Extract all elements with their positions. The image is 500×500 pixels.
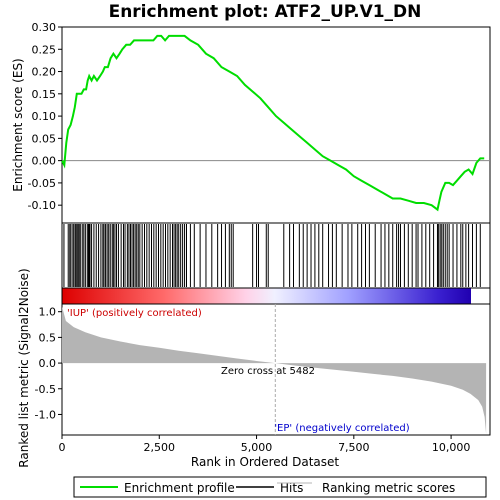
rank-ytick-label: -0.5 xyxy=(35,383,56,396)
legend-label-hits: Hits xyxy=(280,481,303,495)
es-panel-frame xyxy=(61,26,491,224)
rank-ylabel: Ranked list metric (Signal2Noise) xyxy=(17,268,31,467)
rank-color-bar xyxy=(61,287,491,305)
es-ytick-label: 0.05 xyxy=(32,132,57,145)
es-ytick-label: 0.15 xyxy=(32,88,57,101)
es-ytick-label: 0.00 xyxy=(32,155,57,168)
rank-xtick-label: 10,000 xyxy=(432,441,471,454)
rank-panel-frame xyxy=(61,303,491,436)
rank-ytick-label: 1.0 xyxy=(39,306,57,319)
es-ytick-label: 0.25 xyxy=(32,43,57,56)
rank-xlabel: Rank in Ordered Dataset xyxy=(191,455,339,469)
rank-panel: 1.0 0.5 0.0 -0.5 -1.0 0 2,500 5,000 7,500 10,000… xyxy=(17,268,491,469)
es-ylabel: Enrichment score (ES) xyxy=(11,58,25,191)
rank-ytick-label: 0.0 xyxy=(39,357,57,370)
rank-y-ticks: 1.0 0.5 0.0 -0.5 -1.0 xyxy=(35,306,62,421)
rank-x-ticks: 0 2,500 5,000 7,500 10,000 xyxy=(59,435,471,454)
rank-xtick-label: 7,500 xyxy=(338,441,370,454)
es-ytick-label: -0.05 xyxy=(28,177,56,190)
chart-title: Enrichment plot: ATF2_UP.V1_DN xyxy=(109,2,422,22)
es-ytick-label: 0.20 xyxy=(32,66,57,79)
rank-ytick-label: -1.0 xyxy=(35,408,56,421)
hit-markers xyxy=(63,224,481,287)
enrichment-profile-line xyxy=(61,34,485,212)
rank-xtick-label: 5,000 xyxy=(241,441,273,454)
rank-ytick-label: 0.5 xyxy=(39,331,57,344)
zero-cross-label: Zero cross at 5482 xyxy=(221,366,315,377)
rank-xtick-label: 2,500 xyxy=(144,441,176,454)
legend-frame xyxy=(73,476,487,498)
legend-label-enrichment: Enrichment profile xyxy=(124,481,235,495)
rank-xtick-label: 0 xyxy=(59,441,66,454)
hits-panel xyxy=(61,222,491,289)
legend-label-ranking: Ranking metric scores xyxy=(322,481,455,495)
positive-correlation-label: 'IUP' (positively correlated) xyxy=(67,308,202,319)
negative-correlation-label: 'EP' (negatively correlated) xyxy=(274,423,409,434)
es-panel: 0.30 0.25 0.20 0.15 0.10 0.05 0.00 -0.05 -0.10 E… xyxy=(11,21,491,224)
es-y-ticks: 0.30 0.25 0.20 0.15 0.10 0.05 0.00 -0.05 -0.10 xyxy=(28,21,62,212)
color-bar xyxy=(62,288,471,304)
es-ytick-label: 0.10 xyxy=(32,110,57,123)
ranking-metric-area xyxy=(62,306,487,434)
es-ytick-label: 0.30 xyxy=(32,21,57,34)
legend: Enrichment profile Hits Ranking metric s… xyxy=(73,476,487,498)
es-ytick-label: -0.10 xyxy=(28,199,56,212)
